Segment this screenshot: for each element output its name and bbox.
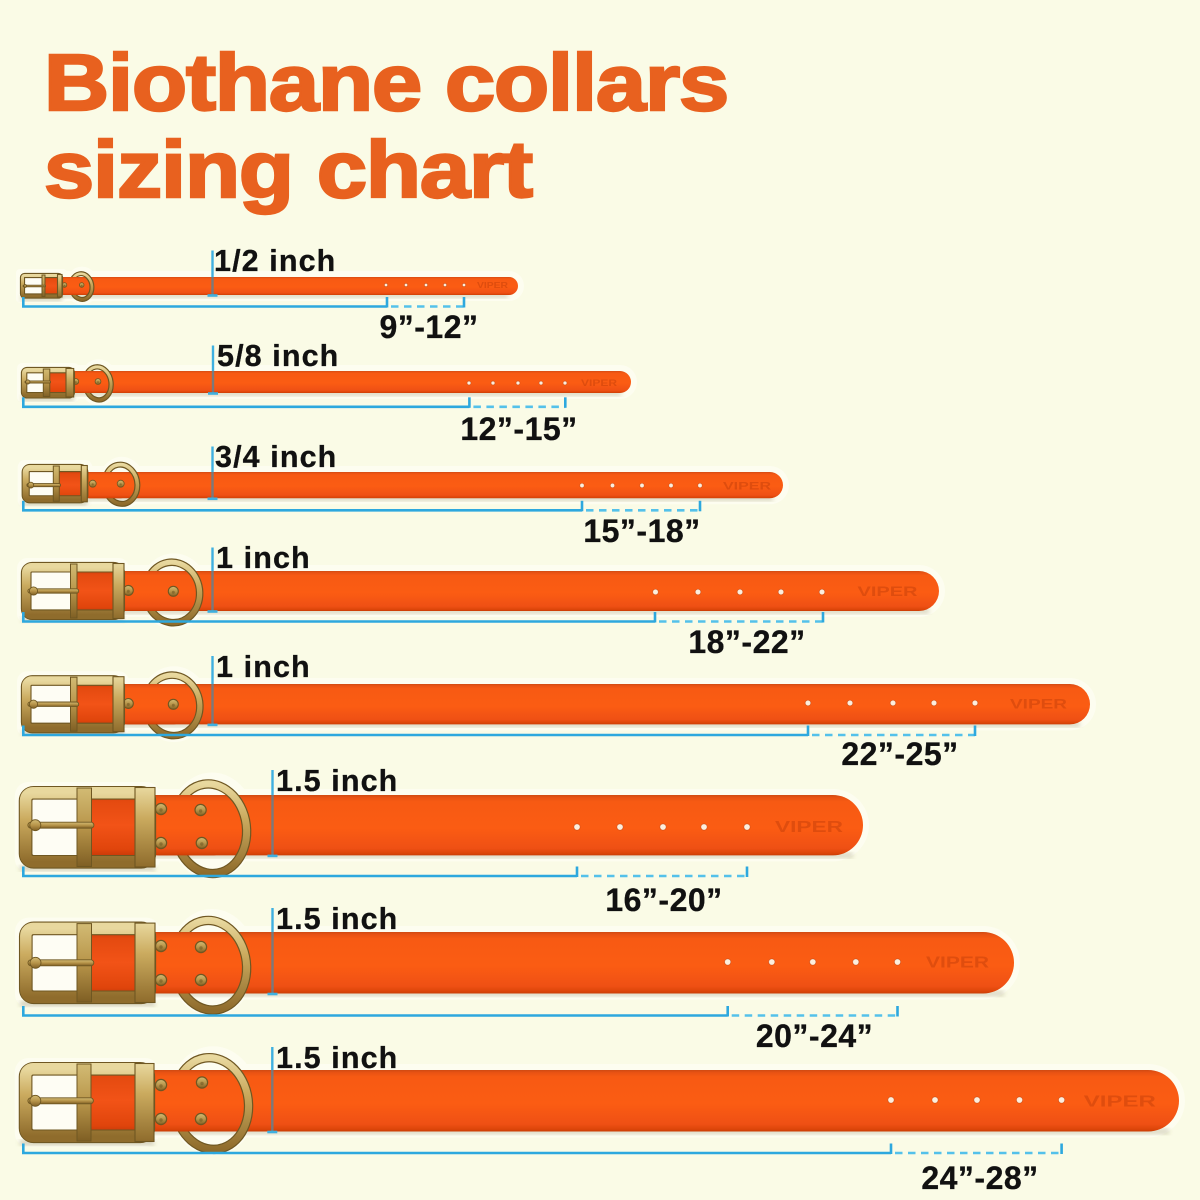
svg-text:VIPER: VIPER <box>581 378 618 388</box>
svg-text:VIPER: VIPER <box>926 955 989 972</box>
svg-text:VIPER: VIPER <box>477 281 508 290</box>
svg-text:VIPER: VIPER <box>1084 1094 1156 1111</box>
svg-text:VIPER: VIPER <box>858 583 918 599</box>
svg-text:VIPER: VIPER <box>1010 696 1067 712</box>
svg-text:VIPER: VIPER <box>775 819 843 836</box>
svg-text:VIPER: VIPER <box>723 481 771 493</box>
